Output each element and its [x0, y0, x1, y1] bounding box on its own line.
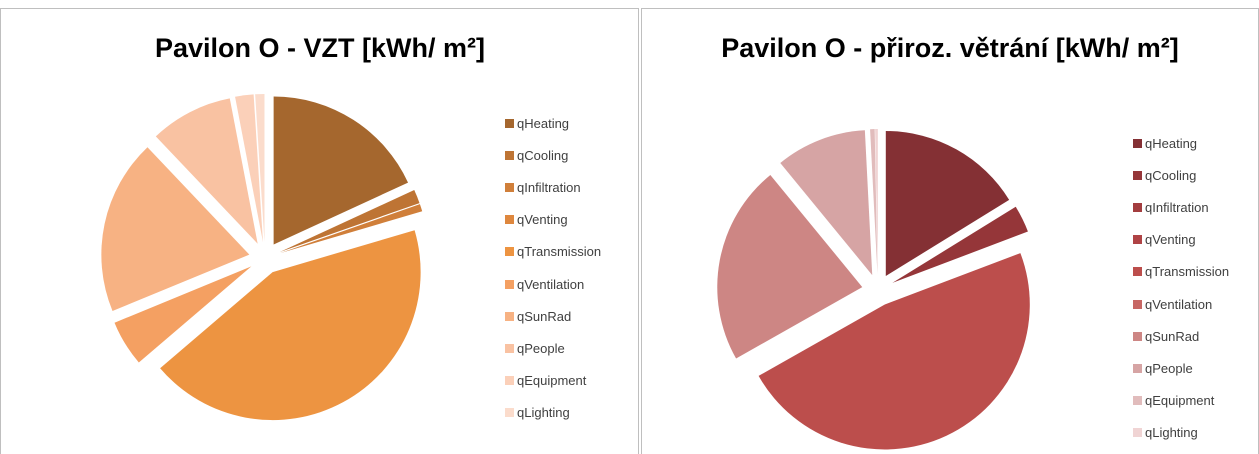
pie-slice — [279, 190, 420, 253]
legend-swatch — [505, 215, 514, 225]
legend-swatch — [505, 247, 514, 257]
legend-item: qInfiltration — [1133, 198, 1209, 216]
legend-swatch — [1133, 170, 1142, 180]
pie-slice — [758, 253, 1030, 450]
pie-slice — [870, 129, 878, 275]
chart-panel — [0, 8, 639, 454]
legend-label: qSunRad — [1145, 328, 1200, 344]
legend-swatch — [1133, 267, 1142, 277]
legend-label: qVenting — [1145, 232, 1196, 248]
chart-title: Pavilon O - VZT [kWh/ m²] — [155, 33, 485, 63]
legend-item: qLighting — [1133, 424, 1198, 442]
legend-item: qVenting — [1133, 231, 1196, 249]
legend-label: qPeople — [1145, 360, 1193, 376]
pie-slice — [101, 147, 250, 312]
pie-slice — [875, 129, 878, 275]
legend-item: qPeople — [505, 339, 565, 357]
legend-label: qTransmission — [1145, 264, 1230, 280]
legend-swatch — [505, 279, 514, 289]
legend-label: qVenting — [517, 212, 568, 228]
pie-slice — [717, 174, 863, 359]
legend-swatch — [505, 376, 514, 386]
pie-slice — [255, 94, 265, 243]
legend-item: qTransmission — [505, 243, 601, 261]
legend-item: qEquipment — [505, 372, 586, 390]
pie-slice — [280, 211, 423, 254]
legend-label: qTransmission — [517, 244, 602, 260]
pie-slice — [160, 230, 421, 421]
pie-slice — [273, 96, 409, 245]
legend-label: qSunRad — [517, 308, 572, 324]
pie-slice — [114, 266, 252, 363]
legend-item: qCooling — [505, 146, 568, 164]
pie-slice — [235, 94, 263, 243]
legend-label: qVentilation — [517, 276, 585, 292]
legend-label: qCooling — [517, 147, 569, 163]
legend-item: qInfiltration — [505, 178, 581, 196]
legend-item: qVentilation — [1133, 295, 1212, 313]
legend-swatch — [505, 118, 514, 128]
legend-label: qHeating — [1145, 135, 1198, 151]
legend-swatch — [1133, 138, 1142, 148]
legend-swatch — [1133, 299, 1142, 309]
legend-swatch — [1133, 396, 1142, 406]
pie-slice — [280, 204, 423, 254]
legend-label: qHeating — [517, 115, 570, 131]
legend-item: qSunRad — [1133, 327, 1199, 345]
legend-swatch — [505, 343, 514, 353]
legend-swatch — [1133, 202, 1142, 212]
legend-item: qHeating — [1133, 134, 1197, 152]
pie-slice — [780, 130, 873, 276]
legend-item: qSunRad — [505, 307, 571, 325]
legend-item: qEquipment — [1133, 392, 1214, 410]
legend-item: qCooling — [1133, 166, 1196, 184]
chart-title: Pavilon O - přiroz. větrání [kWh/ m²] — [721, 33, 1179, 63]
legend-label: qInfiltration — [1145, 199, 1209, 215]
legend-swatch — [505, 311, 514, 321]
legend-label: qPeople — [517, 340, 565, 356]
legend-item: qLighting — [505, 404, 570, 422]
legend-item: qPeople — [1133, 359, 1193, 377]
legend-swatch — [1133, 363, 1142, 373]
legend-label: qInfiltration — [517, 179, 581, 195]
legend-label: qEquipment — [517, 373, 587, 389]
pie-slice — [892, 232, 1029, 285]
legend-swatch — [505, 150, 514, 160]
legend-label: qCooling — [1145, 167, 1197, 183]
legend-label: qEquipment — [1145, 393, 1215, 409]
legend-swatch — [1133, 331, 1142, 341]
legend-label: qVentilation — [1145, 296, 1213, 312]
pie-slice — [892, 206, 1028, 283]
legend-label: qLighting — [517, 405, 570, 421]
pie-slice — [885, 131, 1010, 277]
legend-item: qTransmission — [1133, 263, 1229, 281]
legend-item: qHeating — [505, 114, 569, 132]
legend-label: qLighting — [1145, 425, 1198, 441]
legend-swatch — [505, 182, 514, 192]
legend-swatch — [1133, 235, 1142, 245]
pie-slice — [155, 98, 258, 244]
legend-item: qVentilation — [505, 275, 584, 293]
legend-swatch — [505, 408, 514, 418]
legend-item: qVenting — [505, 211, 568, 229]
legend-swatch — [1133, 428, 1142, 438]
